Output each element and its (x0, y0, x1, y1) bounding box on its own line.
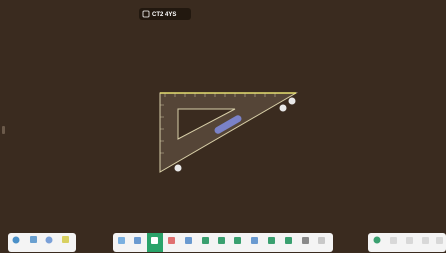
note-button[interactable] (62, 236, 69, 243)
tool-button[interactable] (118, 237, 125, 244)
right-toolbar (368, 233, 446, 252)
tool-button[interactable] (268, 237, 275, 244)
resize-button[interactable] (175, 165, 182, 172)
tool-button[interactable] (406, 237, 413, 244)
side-handle[interactable] (2, 126, 5, 134)
tool-button[interactable] (422, 237, 429, 244)
tool-button[interactable] (202, 237, 209, 244)
close-button[interactable] (289, 98, 296, 105)
tool-button[interactable] (168, 237, 175, 244)
tool-button[interactable] (318, 237, 325, 244)
pages-button[interactable] (30, 236, 37, 243)
tool-button[interactable] (285, 237, 292, 244)
page: CT2 4YS (0, 0, 446, 253)
tool-button[interactable] (374, 237, 381, 244)
badge-label: CT2 4YS (152, 12, 176, 18)
tool-button[interactable] (46, 237, 53, 244)
rotate-button[interactable] (280, 105, 287, 112)
tool-button[interactable] (251, 237, 258, 244)
whiteboard: CT2 4YS (0, 0, 446, 253)
tool-button[interactable] (390, 237, 397, 244)
room-badge[interactable]: CT2 4YS (139, 8, 191, 20)
menu-button[interactable] (13, 237, 20, 244)
main-toolbar (113, 233, 333, 252)
tool-button[interactable] (151, 237, 158, 244)
tool-button[interactable] (134, 237, 141, 244)
left-toolbar (8, 233, 76, 252)
tool-button[interactable] (185, 237, 192, 244)
tool-button[interactable] (234, 237, 241, 244)
tool-button[interactable] (218, 237, 225, 244)
tool-button[interactable] (302, 237, 309, 244)
tool-button[interactable] (436, 237, 443, 244)
